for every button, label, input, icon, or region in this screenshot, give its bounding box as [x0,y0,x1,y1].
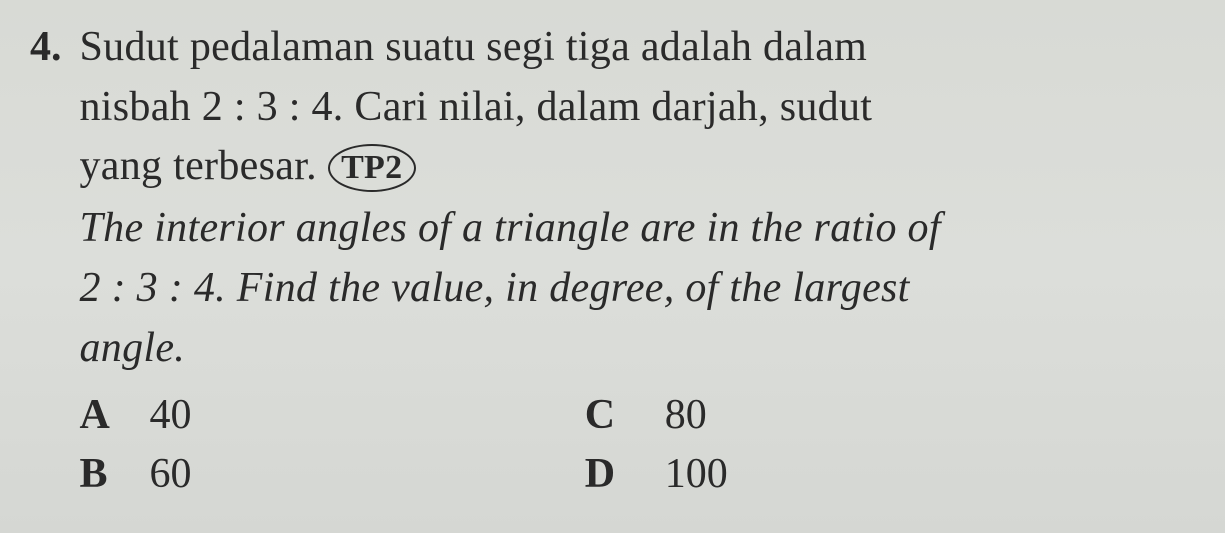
option-a-value: 40 [150,386,192,445]
question-block: 4. Sudut pedalaman suatu segi tiga adala… [30,18,1170,504]
option-a-letter: A [80,386,150,445]
option-c-letter: C [585,386,665,445]
option-c-value: 80 [665,386,707,445]
option-b-letter: B [80,445,150,504]
malay-line-2: nisbah 2 : 3 : 4. Cari nilai, dalam darj… [80,78,1171,138]
tp-badge: TP2 [328,144,416,192]
option-d-value: 100 [665,445,728,504]
tp-badge-wrap: TP2 [328,140,416,200]
option-d-letter: D [585,445,665,504]
option-a: A 40 [80,386,585,445]
option-b: B 60 [80,445,585,504]
malay-line-3: yang terbesar. TP2 [80,137,1171,199]
option-c: C 80 [585,386,1090,445]
malay-line-1: Sudut pedalaman suatu segi tiga adalah d… [80,18,1171,78]
option-d: D 100 [585,445,1090,504]
option-b-value: 60 [150,445,192,504]
english-line-3: angle. [80,319,1171,379]
options-grid: A 40 C 80 B 60 D 100 [80,386,1171,504]
question-body: Sudut pedalaman suatu segi tiga adalah d… [80,18,1171,504]
english-line-1: The interior angles of a triangle are in… [80,199,1171,259]
malay-line-3-text: yang terbesar. [80,143,328,189]
english-line-2: 2 : 3 : 4. Find the value, in degree, of… [80,259,1171,319]
question-number: 4. [30,18,62,77]
